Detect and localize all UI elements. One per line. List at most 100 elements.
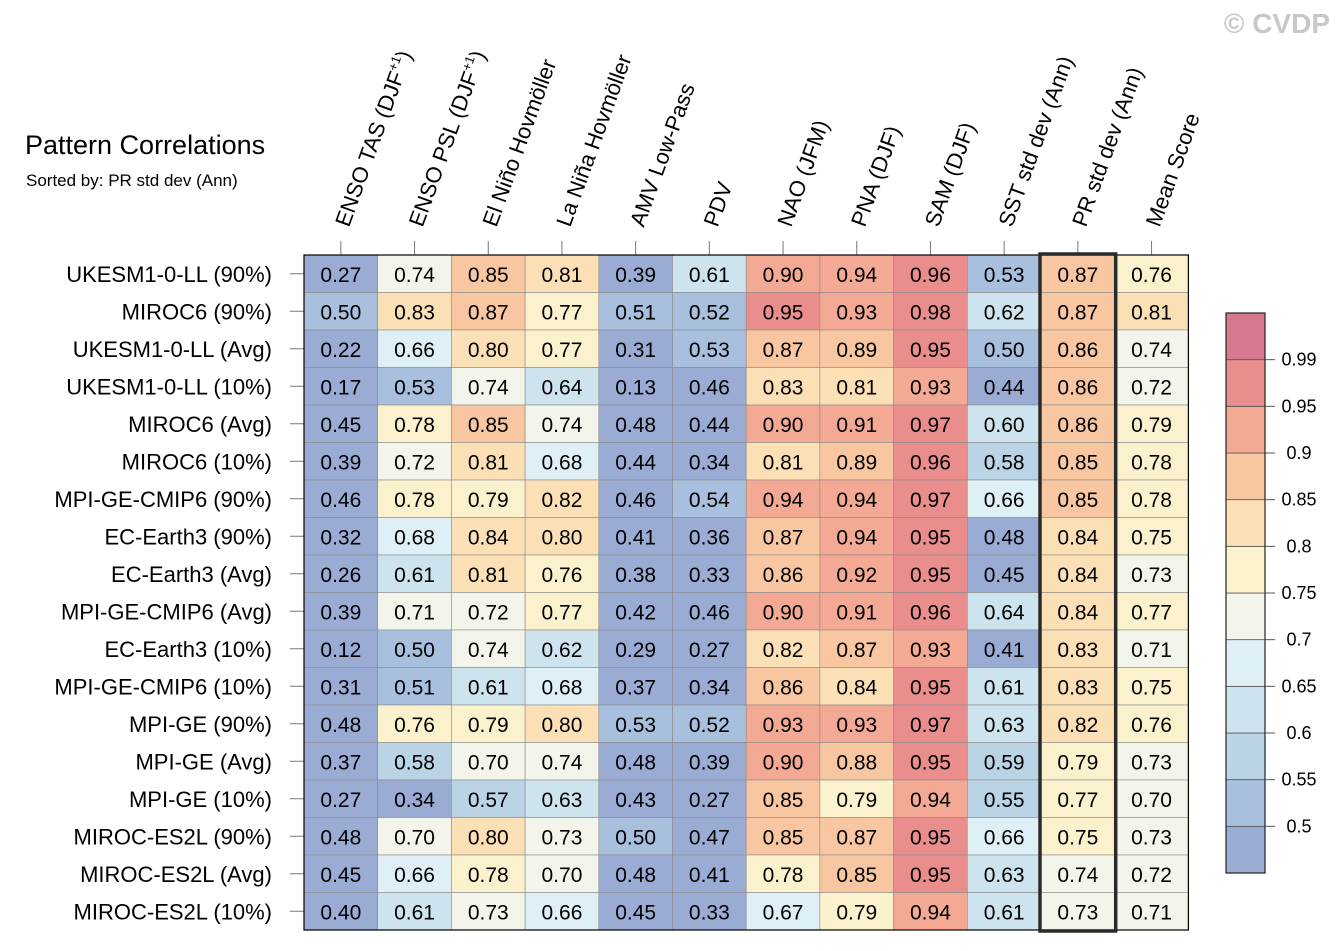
cell-value: 0.48 xyxy=(615,414,656,437)
heatmap-cell xyxy=(672,254,747,293)
cell-value: 0.70 xyxy=(394,826,435,849)
cell-value: 0.50 xyxy=(984,339,1025,362)
row-label: MPI-GE (90%) xyxy=(129,712,272,737)
cell-value: 0.96 xyxy=(910,264,951,287)
column-label-text: PDV xyxy=(699,178,738,229)
cell-value: 0.44 xyxy=(689,414,730,437)
heatmap-cell xyxy=(1114,742,1189,781)
colorbar-tick-label: 0.99 xyxy=(1281,350,1316,370)
heatmap-cell xyxy=(1040,667,1115,706)
cell-value: 0.52 xyxy=(689,301,730,324)
cell-value: 0.52 xyxy=(689,714,730,737)
heatmap-cell xyxy=(966,892,1042,931)
heatmap-cell xyxy=(1114,367,1189,406)
cell-value: 0.93 xyxy=(910,639,951,662)
heatmap-cell xyxy=(451,404,526,443)
cell-value: 0.13 xyxy=(615,376,656,399)
column-label: PR std dev (Ann) xyxy=(1067,64,1148,230)
cell-value: 0.82 xyxy=(1057,714,1098,737)
cell-value: 0.83 xyxy=(1057,676,1098,699)
heatmap-cell xyxy=(524,854,600,893)
cell-value: 0.98 xyxy=(910,301,951,324)
cell-value: 0.86 xyxy=(1057,414,1098,437)
cell-value: 0.39 xyxy=(320,451,361,474)
cell-value: 0.84 xyxy=(1057,564,1098,587)
cell-value: 0.45 xyxy=(984,564,1025,587)
heatmap-cell xyxy=(377,629,452,668)
cell-value: 0.68 xyxy=(542,676,583,699)
row-label: MIROC-ES2L (Avg) xyxy=(80,862,272,887)
heatmap-cell xyxy=(303,629,378,668)
cell-value: 0.81 xyxy=(1131,301,1172,324)
cell-value: 0.48 xyxy=(320,826,361,849)
cell-value: 0.79 xyxy=(1057,751,1098,774)
heatmap-cell xyxy=(745,667,821,706)
cell-value: 0.40 xyxy=(320,901,361,924)
cell-value: 0.76 xyxy=(1131,714,1172,737)
heatmap-cell xyxy=(377,479,452,518)
column-label-text: AMV Low-Pass xyxy=(625,80,700,230)
cell-value: 0.72 xyxy=(394,451,435,474)
heatmap-cell xyxy=(819,292,894,331)
heatmap-cell xyxy=(303,292,378,331)
heatmap-cell xyxy=(1114,892,1189,931)
cell-value: 0.92 xyxy=(836,564,877,587)
heatmap-cell xyxy=(1114,479,1189,518)
heatmap-cell xyxy=(598,892,673,931)
cell-value: 0.95 xyxy=(910,564,951,587)
cell-value: 0.71 xyxy=(1131,901,1172,924)
heatmap-cell xyxy=(303,817,378,856)
heatmap-cell xyxy=(377,817,452,856)
row-label: UKESM1-0-LL (10%) xyxy=(66,374,272,399)
column-label-text: PNA (DJF) xyxy=(846,122,905,229)
heatmap-cell xyxy=(893,554,968,593)
heatmap-cell xyxy=(524,517,600,556)
cell-value: 0.85 xyxy=(468,264,509,287)
cell-value: 0.87 xyxy=(836,826,877,849)
heatmap-cell xyxy=(819,742,894,781)
column-label: SAM (DJF) xyxy=(920,119,981,230)
cell-value: 0.44 xyxy=(984,376,1025,399)
heatmap-cell xyxy=(745,554,821,593)
heatmap-cell xyxy=(377,254,452,293)
cell-value: 0.17 xyxy=(320,376,361,399)
heatmap-cell xyxy=(893,367,968,406)
heatmap-cell xyxy=(819,517,894,556)
heatmap-cell xyxy=(745,404,821,443)
heatmap-cell xyxy=(966,629,1042,668)
heatmap-cell xyxy=(745,704,821,743)
cell-value: 0.53 xyxy=(984,264,1025,287)
cell-value: 0.93 xyxy=(910,376,951,399)
cell-value: 0.77 xyxy=(542,601,583,624)
cell-value: 0.73 xyxy=(1131,826,1172,849)
cell-value: 0.66 xyxy=(984,826,1025,849)
column-label-text: SAM (DJF) xyxy=(920,119,981,230)
cell-value: 0.77 xyxy=(542,339,583,362)
cell-value: 0.46 xyxy=(689,601,730,624)
cell-value: 0.45 xyxy=(320,864,361,887)
column-label: El Niño Hovmöller xyxy=(477,56,561,230)
heatmap-cell xyxy=(893,667,968,706)
heatmap-cell xyxy=(451,592,526,631)
cell-value: 0.95 xyxy=(910,751,951,774)
heatmap-cell xyxy=(745,892,821,931)
heatmap-cell xyxy=(598,329,673,368)
heatmap-cell xyxy=(1040,292,1115,331)
cell-value: 0.37 xyxy=(615,676,656,699)
heatmap-cell xyxy=(451,517,526,556)
cell-value: 0.73 xyxy=(468,901,509,924)
row-label: EC-Earth3 (90%) xyxy=(104,524,272,549)
cell-value: 0.62 xyxy=(542,639,583,662)
heatmap-cell xyxy=(377,292,452,331)
cell-value: 0.85 xyxy=(1057,451,1098,474)
heatmap-cell xyxy=(966,254,1042,293)
cell-value: 0.95 xyxy=(910,339,951,362)
heatmap-cell xyxy=(893,629,968,668)
heatmap-cell xyxy=(598,479,673,518)
heatmap-cell xyxy=(745,817,821,856)
cell-value: 0.50 xyxy=(615,826,656,849)
cell-value: 0.48 xyxy=(615,864,656,887)
heatmap-cell xyxy=(745,779,821,818)
cell-value: 0.45 xyxy=(320,414,361,437)
cell-value: 0.63 xyxy=(984,714,1025,737)
